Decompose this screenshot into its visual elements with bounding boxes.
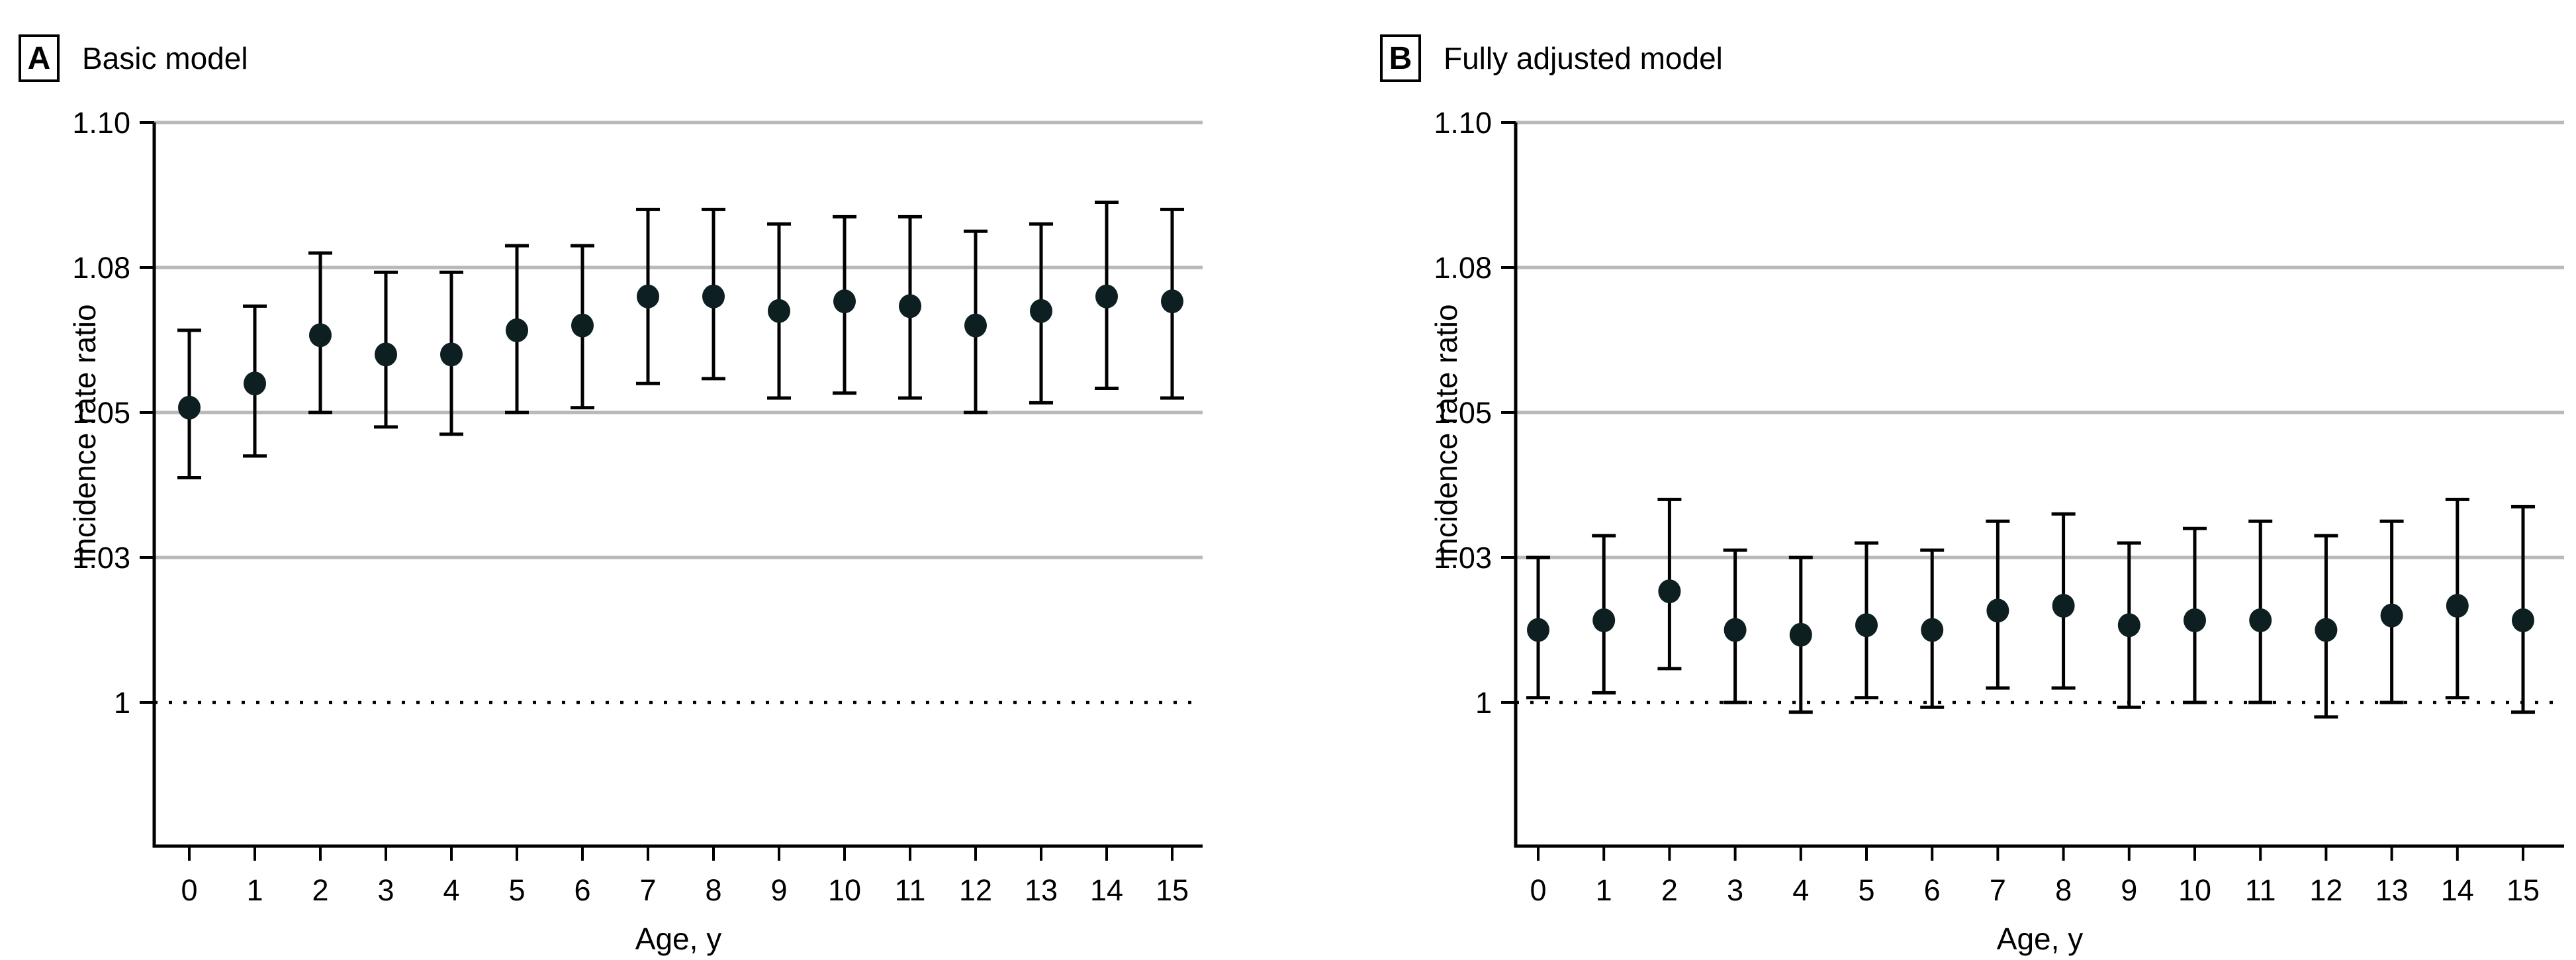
panel-b-x-tick-label: 14 <box>2441 873 2474 907</box>
panel-a-data-point-age-12 <box>964 313 987 338</box>
panel-b-y-tick-label: 1.08 <box>1434 251 1492 285</box>
panel-b-x-tick-label: 15 <box>2507 873 2540 907</box>
panel-a-data-point-age-13 <box>1030 299 1052 323</box>
panel-a-x-tick-label: 15 <box>1156 873 1189 907</box>
panel-b-y-tick-label: 1 <box>1475 686 1492 720</box>
panel-a-x-tick-label: 7 <box>639 873 656 907</box>
panel-a-data-point-age-2 <box>309 323 332 348</box>
panel-b-header: B Fully adjusted model <box>1380 34 1723 82</box>
panel-a-data-point-age-3 <box>375 342 397 367</box>
panel-b-x-tick-label: 8 <box>2055 873 2072 907</box>
panel-a-data-point-age-1 <box>244 371 266 396</box>
panel-b-data-point-age-5 <box>1855 613 1878 638</box>
panel-b-title: Fully adjusted model <box>1444 41 1723 75</box>
panel-a-x-tick-label: 14 <box>1090 873 1123 907</box>
panel-a-data-point-age-6 <box>571 313 594 338</box>
panel-b-data-point-age-4 <box>1789 622 1812 647</box>
panel-b-x-axis-title: Age, y <box>1996 922 2084 956</box>
panel-b-plot: 11.031.051.081.100 1 2 3 4 5 6 7 8 9 10 11 12 13 14 15 <box>1434 106 2564 907</box>
panel-b-x-tick-label: 1 <box>1596 873 1612 907</box>
panel-a-x-tick-label: 3 <box>377 873 394 907</box>
panel-b-x-tick-label: 6 <box>1924 873 1941 907</box>
panel-a-y-axis-title: Incidence rate ratio <box>68 304 102 563</box>
panel-b-data-point-age-7 <box>1986 599 2009 623</box>
panel-a-data-point-age-8 <box>702 284 725 309</box>
panel-a-x-tick-label: 0 <box>181 873 197 907</box>
panel-b-data-point-age-2 <box>1658 579 1681 604</box>
panel-a-data-point-age-0 <box>178 395 201 420</box>
panel-a-y-tick-label: 1.10 <box>72 106 130 140</box>
panel-a-data-point-age-9 <box>768 299 790 323</box>
panel-b-letter-box: B <box>1380 34 1421 82</box>
panel-b-data-point-age-12 <box>2315 618 2338 642</box>
panel-a-x-tick-label: 5 <box>508 873 525 907</box>
panel-b-data-point-age-11 <box>2249 608 2272 632</box>
panel-a-data-point-age-15 <box>1161 289 1183 314</box>
panel-a-x-axis-title: Age, y <box>635 922 722 956</box>
panel-b-data-point-age-8 <box>2052 594 2075 618</box>
panel-a-y-tick-label: 1 <box>114 686 130 720</box>
panel-a-letter-box: A <box>19 34 60 82</box>
panel-b-x-tick-label: 7 <box>1990 873 2006 907</box>
panel-a-data-point-age-7 <box>637 284 659 309</box>
panel-b-x-tick-label: 10 <box>2178 873 2211 907</box>
panel-a-x-tick-label: 11 <box>895 873 926 907</box>
panel-a-data-point-age-5 <box>506 318 528 342</box>
panel-a-data-point-age-10 <box>833 289 856 314</box>
panel-b-data-point-age-6 <box>1921 618 1944 642</box>
panel-a-data-point-age-11 <box>899 294 921 318</box>
panel-a-data-point-age-4 <box>440 342 463 367</box>
panel-b-data-point-age-10 <box>2184 608 2206 632</box>
panel-b-x-tick-label: 4 <box>1792 873 1809 907</box>
panel-b-data-point-age-14 <box>2446 594 2469 618</box>
panel-b-x-tick-label: 5 <box>1858 873 1874 907</box>
panel-a-x-tick-label: 13 <box>1025 873 1058 907</box>
panel-a-x-tick-label: 9 <box>770 873 787 907</box>
panel-a-x-tick-label: 12 <box>959 873 992 907</box>
panel-b-data-point-age-15 <box>2512 608 2534 632</box>
panel-b-data-point-age-13 <box>2380 603 2403 628</box>
panel-b-x-tick-label: 13 <box>2375 873 2409 907</box>
panel-a-y-tick-label: 1.03 <box>72 541 130 575</box>
panel-b-x-tick-label: 12 <box>2309 873 2342 907</box>
panel-b-y-tick-label: 1.10 <box>1434 106 1492 140</box>
panel-a-x-tick-label: 10 <box>828 873 861 907</box>
panel-a-x-tick-label: 8 <box>705 873 721 907</box>
panel-b-data-point-age-3 <box>1724 618 1747 642</box>
panel-a-data-point-age-14 <box>1095 284 1118 309</box>
panel-b-y-tick-label: 1.03 <box>1434 541 1492 575</box>
panel-a-y-tick-label: 1.05 <box>72 396 130 430</box>
panel-b-x-tick-label: 11 <box>2245 873 2276 907</box>
panel-a-x-tick-label: 6 <box>574 873 590 907</box>
panel-a-x-tick-label: 1 <box>246 873 263 907</box>
panel-a-header: A Basic model <box>19 34 248 82</box>
panel-b-x-tick-label: 9 <box>2121 873 2137 907</box>
panel-b-data-point-age-9 <box>2117 613 2140 638</box>
panel-b-x-tick-label: 0 <box>1530 873 1546 907</box>
panel-b-x-tick-label: 3 <box>1727 873 1743 907</box>
panel-b-data-point-age-1 <box>1592 608 1616 632</box>
panel-b-y-tick-label: 1.05 <box>1434 396 1492 430</box>
panel-a-x-tick-label: 2 <box>312 873 328 907</box>
panel-a-plot: 11.031.051.081.100 1 2 3 4 5 6 7 8 9 10 11 12 13 14 15 <box>72 106 1203 907</box>
panel-b-data-point-age-0 <box>1527 618 1549 642</box>
panel-a-y-tick-label: 1.08 <box>72 251 130 285</box>
panel-b-y-axis-title: Incidence rate ratio <box>1429 304 1463 563</box>
panel-a-title: Basic model <box>82 41 248 75</box>
panel-a-x-tick-label: 4 <box>443 873 459 907</box>
panel-b-x-tick-label: 2 <box>1661 873 1678 907</box>
